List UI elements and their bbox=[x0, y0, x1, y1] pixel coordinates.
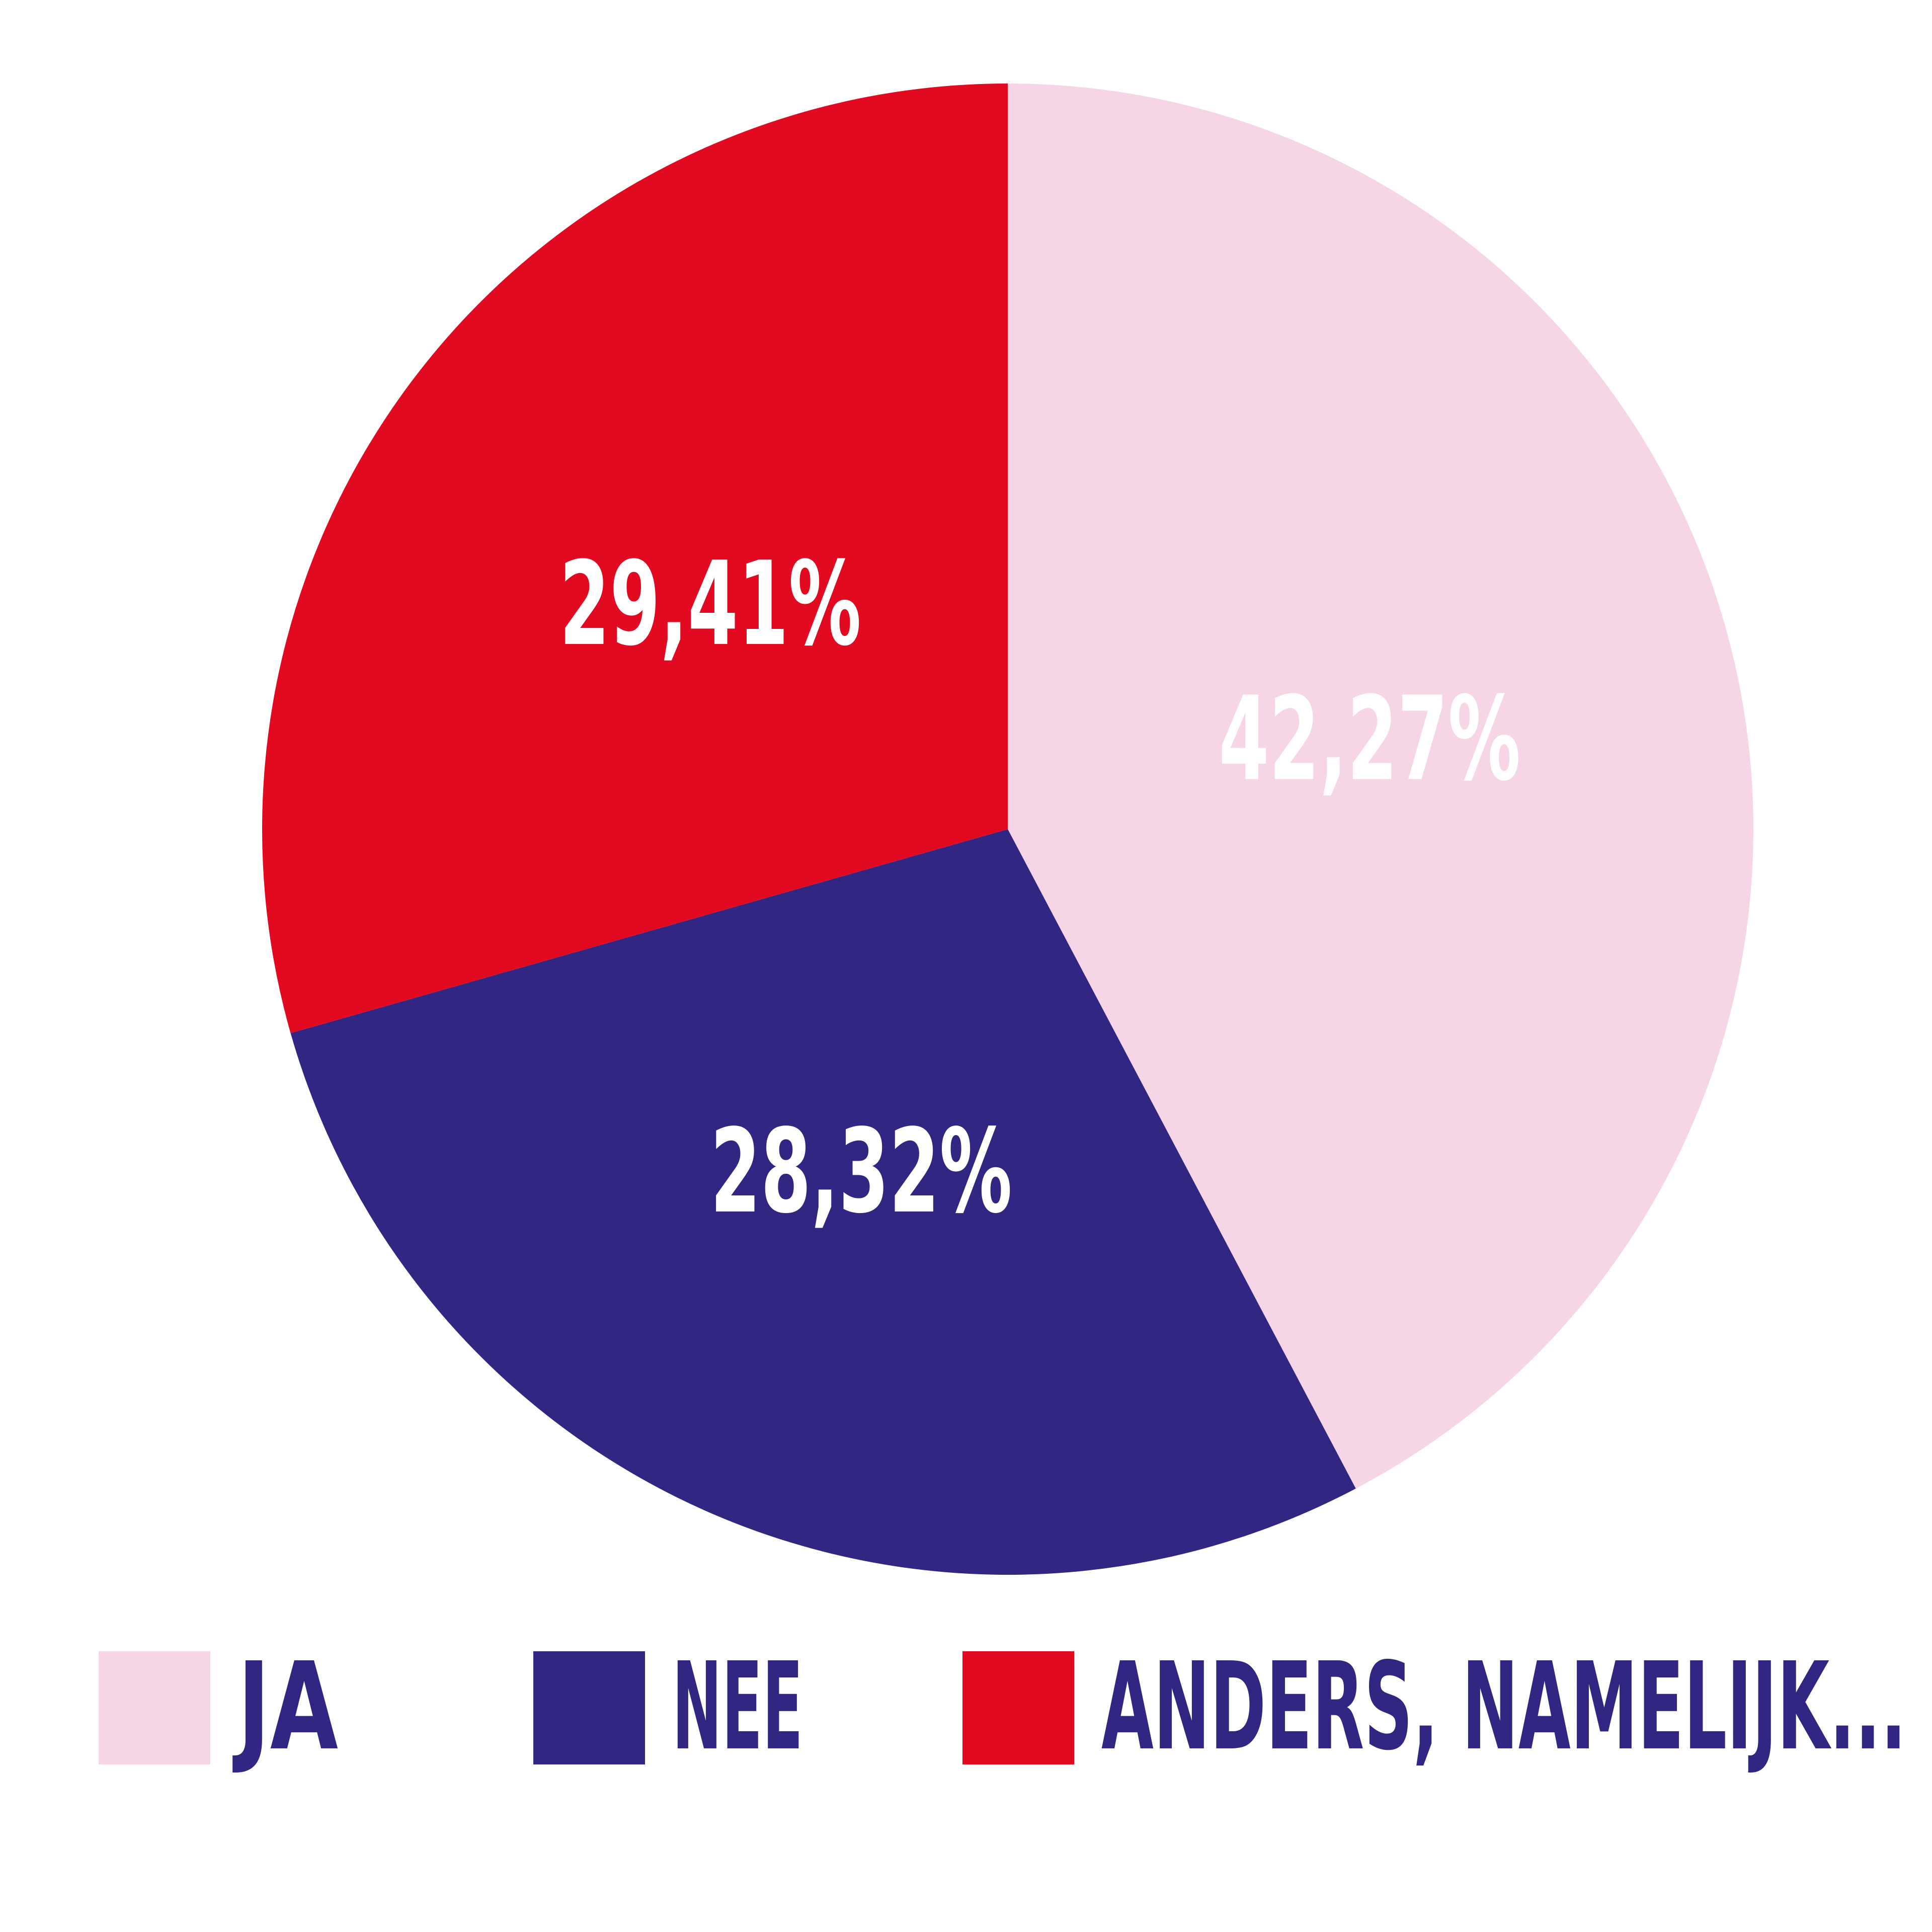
legend-label: NEE bbox=[672, 1636, 803, 1777]
value-label: 29,41% bbox=[559, 537, 861, 672]
legend-label: ANDERS, NAMELIJK... bbox=[1101, 1636, 1906, 1777]
legend-label: JA bbox=[232, 1636, 338, 1777]
value-label: 28,32% bbox=[710, 1105, 1012, 1239]
pie-slice bbox=[262, 84, 1008, 1033]
legend-swatch bbox=[533, 1651, 645, 1764]
legend-swatch bbox=[962, 1651, 1074, 1764]
pie-slice bbox=[290, 829, 1356, 1575]
pie-slice bbox=[1008, 84, 1753, 1489]
legend-swatch bbox=[99, 1651, 210, 1764]
value-label: 42,27% bbox=[1219, 672, 1520, 807]
